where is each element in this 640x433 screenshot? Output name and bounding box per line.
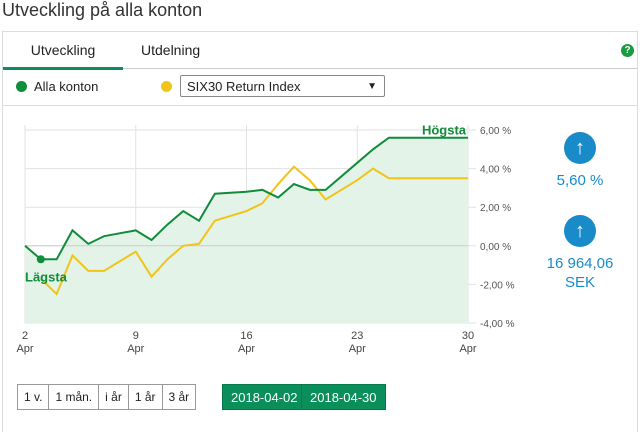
tab-utdelning[interactable]: Utdelning [141,42,201,58]
dropdown-arrow-icon: ▼ [367,81,377,92]
x-tick-month: Apr [16,343,33,355]
y-tick-label: 4,00 % [480,165,511,176]
chart-legend: Alla konton SIX30 Return Index ▼ [3,69,637,106]
date-to-button[interactable]: 2018-04-30 [301,384,386,410]
x-tick-day: 9 [133,330,139,342]
y-tick-label: -4,00 % [480,319,515,330]
return-percent: 5,60 % [556,172,604,189]
x-tick-month: Apr [459,343,476,355]
y-tick-label: 0,00 % [480,242,511,253]
performance-chart: 6,00 %4,00 %2,00 %0,00 %-2,00 %-4,00 %2A… [16,123,515,355]
return-currency: SEK [564,274,595,291]
x-tick-day: 23 [351,330,363,342]
y-tick-label: 2,00 % [480,203,511,214]
area-fill [25,137,468,323]
development-panel: Utveckling Utdelning ? Alla konton SIX30… [2,31,638,432]
date-from-button[interactable]: 2018-04-02 [222,384,307,410]
index-select[interactable]: SIX30 Return Index ▼ [180,75,385,97]
page-title: Utveckling på alla konton [2,0,203,20]
y-tick-label: 6,00 % [480,126,511,137]
period-ytd-button[interactable]: i år [98,384,129,410]
period-buttons: 1 v. 1 mån. i år 1 år 3 år [17,384,197,410]
y-tick-label: -2,00 % [480,280,515,291]
series-line-all-accounts [24,136,468,261]
series-dot-icon [16,81,27,92]
return-stat: ↑ 5,60 % [550,132,610,189]
low-annotation: Lägsta [25,269,68,284]
high-annotation: Högsta [422,123,467,138]
help-icon[interactable]: ? [621,44,634,57]
x-tick-day: 16 [240,330,252,342]
x-tick-day: 2 [22,330,28,342]
period-1-month-button[interactable]: 1 mån. [48,384,100,410]
tab-bar: Utveckling Utdelning ? [3,32,637,70]
arrow-up-icon: ↑ [564,132,596,164]
arrow-up-icon: ↑ [564,215,596,247]
period-3-years-button[interactable]: 3 år [161,384,197,410]
x-tick-day: 30 [462,330,474,342]
x-tick-month: Apr [238,343,255,355]
x-tick-month: Apr [127,343,144,355]
period-1-year-button[interactable]: 1 år [127,384,163,410]
return-amount: 16 964,06 [546,255,614,272]
series-dot-icon [161,81,172,92]
tab-utveckling[interactable]: Utveckling [3,42,123,70]
x-tick-month: Apr [349,343,366,355]
low-point-marker [36,255,45,264]
series-line-six30 [40,165,468,296]
period-1-week-button[interactable]: 1 v. [17,384,50,410]
value-stat: ↑ 16 964,06 SEK [530,215,630,291]
legend-label-all-accounts: Alla konton [34,79,99,94]
index-select-value: SIX30 Return Index [187,79,301,94]
